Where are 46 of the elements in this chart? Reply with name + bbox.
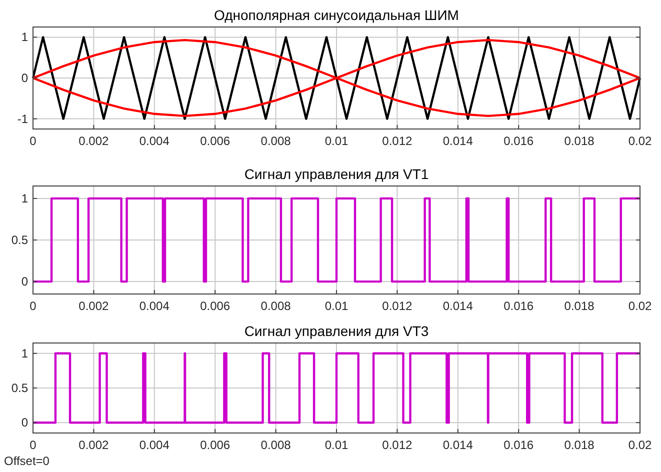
x-tick-label: 0.002 — [78, 438, 110, 452]
x-tick-label: 0.014 — [442, 438, 474, 452]
x-tick-label: 0.01 — [324, 299, 348, 313]
x-tick-label: 0.012 — [382, 134, 413, 148]
x-tick-label: 0.002 — [78, 299, 110, 313]
x-tick-label: 0.012 — [382, 438, 413, 452]
y-tick-label: 0 — [21, 416, 28, 430]
x-tick-label: 0.004 — [139, 299, 170, 313]
x-tick-label: 0 — [30, 299, 37, 313]
x-tick-label: 0.016 — [504, 134, 534, 148]
x-tick-label: 0.01 — [324, 134, 348, 148]
x-tick-label: 0.02 — [628, 438, 652, 452]
text: Offset=0 — [4, 454, 50, 468]
y-tick-label: 0 — [21, 274, 28, 289]
x-tick-label: 0.002 — [78, 134, 110, 148]
y-tick-label: 1 — [21, 30, 28, 44]
x-tick-label: 0 — [30, 134, 37, 148]
y-tick-label: 0.5 — [11, 233, 28, 247]
x-tick-label: 0.008 — [260, 134, 292, 148]
y-tick-label: 1 — [21, 346, 28, 360]
x-tick-label: 0.016 — [504, 438, 534, 452]
x-tick-label: 0.02 — [628, 299, 652, 313]
chart-title: Сигнал управления для VT1 — [244, 166, 429, 182]
y-tick-label: 0 — [21, 71, 28, 85]
x-tick-label: 0.016 — [504, 299, 534, 313]
y-tick-label: -1 — [17, 112, 28, 126]
x-tick-label: 0.014 — [442, 134, 474, 148]
chart-title: Однополярная синусоидальная ШИМ — [214, 7, 459, 23]
chart-title: Сигнал управления для VT3 — [244, 323, 429, 339]
x-tick-label: 0.008 — [260, 299, 292, 313]
x-tick-label: 0.018 — [564, 299, 595, 313]
x-tick-label: 0 — [30, 438, 37, 452]
x-tick-label: 0.004 — [139, 134, 170, 148]
x-tick-label: 0.012 — [382, 299, 413, 313]
x-tick-label: 0.018 — [564, 438, 595, 452]
x-tick-label: 0.018 — [564, 134, 595, 148]
x-tick-label: 0.02 — [628, 134, 652, 148]
x-tick-label: 0.006 — [200, 134, 230, 148]
x-tick-label: 0.008 — [260, 438, 292, 452]
x-tick-label: 0.004 — [139, 438, 170, 452]
x-tick-label: 0.006 — [200, 299, 230, 313]
x-tick-label: 0.014 — [442, 299, 474, 313]
x-tick-label: 0.01 — [324, 438, 348, 452]
y-tick-label: 1 — [21, 191, 28, 206]
x-tick-label: 0.006 — [200, 438, 230, 452]
y-tick-label: 0.5 — [11, 381, 28, 395]
